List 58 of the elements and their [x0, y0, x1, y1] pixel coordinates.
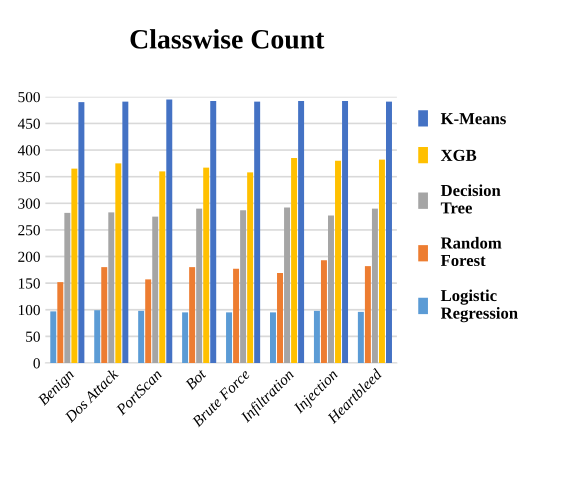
legend-label: K-Means: [440, 113, 506, 124]
bar: [122, 102, 128, 363]
bar: [159, 171, 166, 363]
bar: [378, 160, 385, 363]
y-tick-label: 200: [18, 252, 40, 262]
bar: [94, 310, 100, 363]
bar: [284, 208, 290, 363]
y-tick-label: 100: [18, 304, 40, 316]
bar: [101, 267, 108, 363]
bar: [386, 102, 392, 363]
bar: [314, 310, 320, 363]
bar: [50, 311, 56, 363]
y-tick-label: 50: [26, 332, 40, 342]
bar: [372, 208, 378, 363]
bar: [210, 101, 216, 363]
y-tick-label: 400: [18, 145, 40, 156]
bar: [277, 273, 283, 363]
bar: [57, 282, 64, 363]
y-tick-label: 150: [18, 278, 40, 289]
bar: [247, 172, 254, 363]
bar: [145, 279, 152, 363]
bar: [291, 158, 298, 363]
y-tick-label: 350: [18, 172, 40, 182]
bar: [233, 268, 240, 363]
y-tick-label: 250: [18, 225, 40, 236]
bar: [358, 312, 364, 363]
bar: [335, 160, 342, 363]
bar: [71, 168, 78, 363]
bar: [64, 212, 70, 363]
bar: [328, 216, 334, 363]
bar: [166, 99, 172, 363]
legend-label: Logistic Regression: [440, 289, 518, 322]
bar: [196, 208, 202, 363]
bar: [254, 102, 260, 363]
bar: [342, 101, 348, 363]
bar: [203, 168, 210, 363]
bar: [189, 267, 196, 363]
legend-label: XGB: [440, 150, 476, 161]
bar: [320, 260, 327, 363]
y-tick-label: 500: [18, 92, 40, 102]
chart-title: Classwise Count: [130, 29, 324, 49]
bar: [298, 101, 304, 363]
y-tick-label: 300: [18, 198, 40, 209]
bar: [364, 266, 371, 363]
bar: [108, 212, 114, 363]
bar: [240, 210, 246, 363]
bar: [152, 216, 158, 363]
x-tick-label: Bot: [184, 368, 207, 390]
bar: [138, 310, 144, 363]
bar: [226, 312, 232, 363]
bar: [182, 312, 188, 363]
bar: [115, 163, 122, 363]
y-tick-label: 450: [18, 118, 40, 129]
bar: [78, 102, 84, 363]
y-tick-label: 0: [33, 358, 40, 368]
bar: [270, 312, 276, 363]
legend-label: Decision Tree: [440, 184, 501, 214]
legend-label: Random Forest: [440, 236, 502, 266]
